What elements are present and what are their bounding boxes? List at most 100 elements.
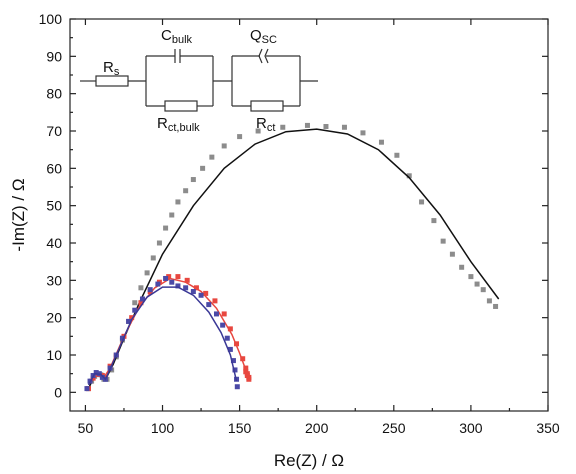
data-point-series-1 bbox=[406, 173, 412, 179]
fit-line-series-1 bbox=[87, 128, 500, 389]
y-tick-label: 50 bbox=[46, 198, 62, 214]
data-point-series-1 bbox=[209, 154, 215, 160]
data-point-series-3 bbox=[84, 386, 90, 392]
data-point-series-2 bbox=[221, 311, 227, 317]
resistor-rct-bulk bbox=[164, 100, 198, 112]
data-point-series-1 bbox=[255, 128, 261, 134]
data-point-series-1 bbox=[474, 281, 480, 287]
data-point-series-1 bbox=[138, 285, 144, 291]
data-point-series-1 bbox=[468, 274, 474, 280]
data-point-series-3 bbox=[190, 289, 196, 295]
equivalent-circuit-inset: Rs Cbulk QSC Rct,bulk Rct bbox=[80, 27, 318, 134]
data-point-series-1 bbox=[459, 264, 465, 270]
y-tick-label: 10 bbox=[46, 347, 62, 363]
data-point-series-1 bbox=[150, 255, 156, 261]
y-tick-label: 80 bbox=[46, 86, 62, 102]
data-point-series-3 bbox=[132, 307, 138, 313]
data-point-series-1 bbox=[323, 124, 329, 130]
data-point-series-3 bbox=[224, 335, 230, 341]
y-tick-label: 30 bbox=[46, 272, 62, 288]
y-tick-label: 40 bbox=[46, 235, 62, 251]
data-point-series-1 bbox=[360, 130, 366, 136]
label-rs-sub: s bbox=[114, 66, 120, 78]
data-point-series-2 bbox=[240, 356, 246, 362]
label-rct-bulk-main: R bbox=[157, 115, 168, 132]
data-point-series-3 bbox=[126, 318, 132, 324]
data-point-series-1 bbox=[480, 287, 486, 293]
resistor-rct bbox=[250, 100, 284, 112]
data-point-series-1 bbox=[163, 225, 169, 231]
data-point-series-3 bbox=[169, 279, 175, 285]
data-point-series-1 bbox=[200, 165, 206, 171]
data-point-series-3 bbox=[155, 281, 161, 287]
label-c-bulk-main: C bbox=[161, 27, 172, 44]
label-rct: Rct bbox=[256, 115, 275, 134]
data-point-series-2 bbox=[227, 326, 233, 332]
data-point-series-1 bbox=[378, 139, 384, 145]
data-point-series-2 bbox=[212, 298, 218, 304]
x-tick-label: 50 bbox=[78, 420, 94, 436]
label-rct-bulk-sub: ct,bulk bbox=[168, 122, 200, 134]
data-point-series-1 bbox=[132, 300, 138, 306]
data-point-series-3 bbox=[119, 335, 125, 341]
y-tick-label: 90 bbox=[46, 48, 62, 64]
data-point-series-1 bbox=[486, 298, 492, 304]
label-c-bulk-sub: bulk bbox=[172, 34, 193, 46]
label-q-sc: QSC bbox=[250, 27, 277, 46]
data-point-series-2 bbox=[203, 290, 209, 296]
cpe-element-left bbox=[258, 48, 263, 64]
fit-line-series-3 bbox=[87, 286, 238, 386]
data-point-series-3 bbox=[99, 374, 105, 380]
y-tick-label: 60 bbox=[46, 160, 62, 176]
data-point-series-3 bbox=[147, 287, 153, 293]
data-point-series-1 bbox=[169, 212, 175, 218]
data-point-series-1 bbox=[493, 303, 499, 309]
y-tick-label: 70 bbox=[46, 123, 62, 139]
data-point-series-1 bbox=[449, 251, 455, 257]
data-point-series-1 bbox=[280, 124, 286, 130]
x-tick-label: 200 bbox=[305, 420, 329, 436]
x-tick-label: 100 bbox=[151, 420, 175, 436]
data-point-series-3 bbox=[206, 302, 212, 308]
label-rct-sub: ct bbox=[267, 122, 276, 134]
data-point-series-1 bbox=[440, 238, 446, 244]
data-point-series-3 bbox=[93, 370, 99, 376]
data-point-series-1 bbox=[183, 188, 189, 194]
data-point-series-3 bbox=[163, 275, 169, 281]
data-point-series-1 bbox=[304, 122, 310, 128]
y-tick-label: 100 bbox=[39, 11, 63, 27]
resistor-rs bbox=[95, 75, 129, 87]
label-rct-bulk: Rct,bulk bbox=[157, 115, 200, 134]
label-rs-main: R bbox=[103, 59, 114, 76]
data-point-series-1 bbox=[341, 124, 347, 130]
data-point-series-1 bbox=[175, 199, 181, 205]
data-point-series-3 bbox=[175, 283, 181, 289]
data-point-series-1 bbox=[144, 270, 150, 276]
data-point-series-1 bbox=[190, 177, 196, 183]
x-tick-label: 150 bbox=[228, 420, 252, 436]
label-c-bulk: Cbulk bbox=[161, 27, 193, 46]
data-point-series-1 bbox=[156, 240, 162, 246]
data-point-series-2 bbox=[129, 315, 135, 321]
x-axis-label: Re(Z) / Ω bbox=[274, 451, 344, 470]
data-point-series-2 bbox=[193, 285, 199, 291]
y-tick-label: 20 bbox=[46, 310, 62, 326]
data-point-series-3 bbox=[183, 285, 189, 291]
x-tick-label: 250 bbox=[382, 420, 406, 436]
label-rs: Rs bbox=[103, 59, 120, 78]
data-point-series-3 bbox=[227, 346, 233, 352]
data-point-series-3 bbox=[230, 358, 236, 364]
y-tick-label: 0 bbox=[54, 384, 62, 400]
x-tick-label: 350 bbox=[536, 420, 560, 436]
x-tick-label: 300 bbox=[459, 420, 483, 436]
data-point-series-2 bbox=[166, 274, 172, 280]
data-point-series-1 bbox=[431, 218, 437, 224]
data-point-series-1 bbox=[237, 134, 243, 140]
data-point-series-2 bbox=[90, 375, 96, 381]
label-q-sc-sub: SC bbox=[262, 34, 277, 46]
cpe-element-right bbox=[264, 48, 269, 64]
data-point-series-2 bbox=[175, 274, 181, 280]
data-point-series-1 bbox=[419, 199, 425, 205]
plot-frame bbox=[69, 18, 549, 412]
fit-line-series-2 bbox=[91, 277, 250, 382]
